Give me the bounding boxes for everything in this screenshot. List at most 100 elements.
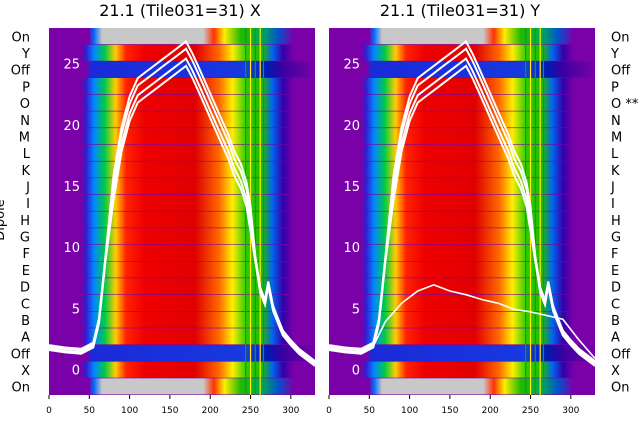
spectrum-row-j — [329, 178, 595, 195]
row-label: P — [22, 80, 30, 95]
row-label: A — [611, 331, 620, 346]
spectrum-row-m — [329, 128, 595, 145]
spectrum-row-i — [49, 194, 315, 211]
row-label: Off — [11, 347, 31, 362]
row-label: C — [611, 297, 620, 312]
row-label: Off — [611, 347, 631, 362]
spectrum-row-o — [329, 94, 595, 111]
x-tick-label: 250 — [522, 406, 539, 416]
spectrum-row-b — [329, 311, 595, 328]
spectrum-row-k — [49, 161, 315, 178]
overlay-tick-label: 15 — [343, 180, 360, 195]
x-tick-label: 300 — [562, 406, 579, 416]
overlay-tick-label: 10 — [63, 241, 80, 256]
row-label: A — [21, 331, 30, 346]
x-tick-label: 150 — [441, 406, 458, 416]
row-label: Y — [21, 47, 30, 62]
spectrum-row-x — [329, 361, 595, 378]
spectrum-row-a — [49, 328, 315, 345]
spectrum-row-on — [49, 378, 315, 395]
row-label: X — [611, 364, 620, 379]
row-label: On — [611, 30, 629, 45]
spectrum-row-b — [49, 311, 315, 328]
left-panel-title: 21.1 (Tile031=31) X — [99, 1, 261, 20]
overlay-tick-label: 0 — [352, 364, 360, 379]
row-label: Off — [11, 64, 31, 79]
power-trace — [48, 64, 316, 367]
spectrum-row-c — [49, 294, 315, 311]
spectrum-row-h — [329, 211, 595, 228]
spectrum-row-c — [329, 294, 595, 311]
spectrum-row-f — [49, 244, 315, 261]
row-label: I — [26, 197, 30, 212]
right-x-ticks: 0 50 100 150 200 250 300 — [326, 395, 580, 416]
row-label: X — [21, 364, 30, 379]
x-tick-label: 300 — [282, 406, 299, 416]
left-x-ticks: 0 50 100 150 200 250 300 — [46, 395, 300, 416]
x-tick-label: 50 — [84, 406, 96, 416]
right-panel-title: 21.1 (Tile031=31) Y — [380, 1, 541, 20]
row-label: J — [610, 181, 615, 196]
row-label: I — [611, 197, 615, 212]
power-trace — [328, 64, 596, 367]
x-tick-label: 250 — [242, 406, 259, 416]
row-label: B — [21, 314, 30, 329]
row-label: N — [20, 114, 30, 129]
row-label: F — [611, 247, 618, 262]
overlay-tick-label: 25 — [343, 58, 360, 73]
spectrum-row-n — [49, 111, 315, 128]
spectrum-row-k — [329, 161, 595, 178]
row-label: B — [611, 314, 620, 329]
row-label: E — [22, 264, 30, 279]
x-tick-label: 50 — [364, 406, 376, 416]
overlay-tick-label: 10 — [343, 241, 360, 256]
spectrum-row-o — [49, 94, 315, 111]
x-tick-label: 0 — [326, 406, 332, 416]
power-trace — [328, 39, 596, 362]
x-tick-label: 200 — [482, 406, 499, 416]
spectrum-row-d — [49, 278, 315, 295]
row-label: J — [25, 181, 30, 196]
overlay-tick-label: 25 — [63, 58, 80, 73]
overlay-tick-label: 15 — [63, 180, 80, 195]
overlay-tick-label: 20 — [343, 119, 360, 134]
left-panel: 25 20 15 10 5 0 — [48, 28, 316, 395]
spectrum-row-d — [329, 278, 595, 295]
spectrum-row-f — [329, 244, 595, 261]
spectrum-row-i — [329, 194, 595, 211]
overlay-tick-label: 5 — [72, 302, 80, 317]
row-label: Y — [610, 47, 619, 62]
spectrum-row-p — [49, 78, 315, 95]
row-label: L — [23, 147, 31, 162]
row-label: H — [20, 214, 30, 229]
row-label: O — [20, 97, 30, 112]
spectrum-row-e — [49, 261, 315, 278]
x-tick-label: 100 — [121, 406, 138, 416]
row-label: On — [611, 381, 629, 396]
row-label: N — [611, 114, 621, 129]
overlay-tick-label: 0 — [72, 364, 80, 379]
spectrum-row-on — [329, 378, 595, 395]
row-label: M — [19, 130, 30, 145]
spectrum-row-on — [49, 28, 315, 45]
x-tick-label: 100 — [401, 406, 418, 416]
row-label: E — [611, 264, 619, 279]
overlay-tick-label: 20 — [63, 119, 80, 134]
row-label: L — [611, 147, 619, 162]
row-label: F — [23, 247, 30, 262]
row-label: On — [12, 381, 30, 396]
row-label: M — [611, 130, 622, 145]
spectrum-row-l — [49, 144, 315, 161]
spectrum-row-on — [329, 28, 595, 45]
x-tick-label: 0 — [46, 406, 52, 416]
row-label: H — [611, 214, 621, 229]
row-label: O ** — [611, 97, 639, 112]
spectrum-row-off — [329, 345, 595, 362]
row-label: Off — [611, 64, 631, 79]
spectrum-row-g — [49, 228, 315, 245]
spectrum-row-j — [49, 178, 315, 195]
spectrum-row-m — [49, 128, 315, 145]
